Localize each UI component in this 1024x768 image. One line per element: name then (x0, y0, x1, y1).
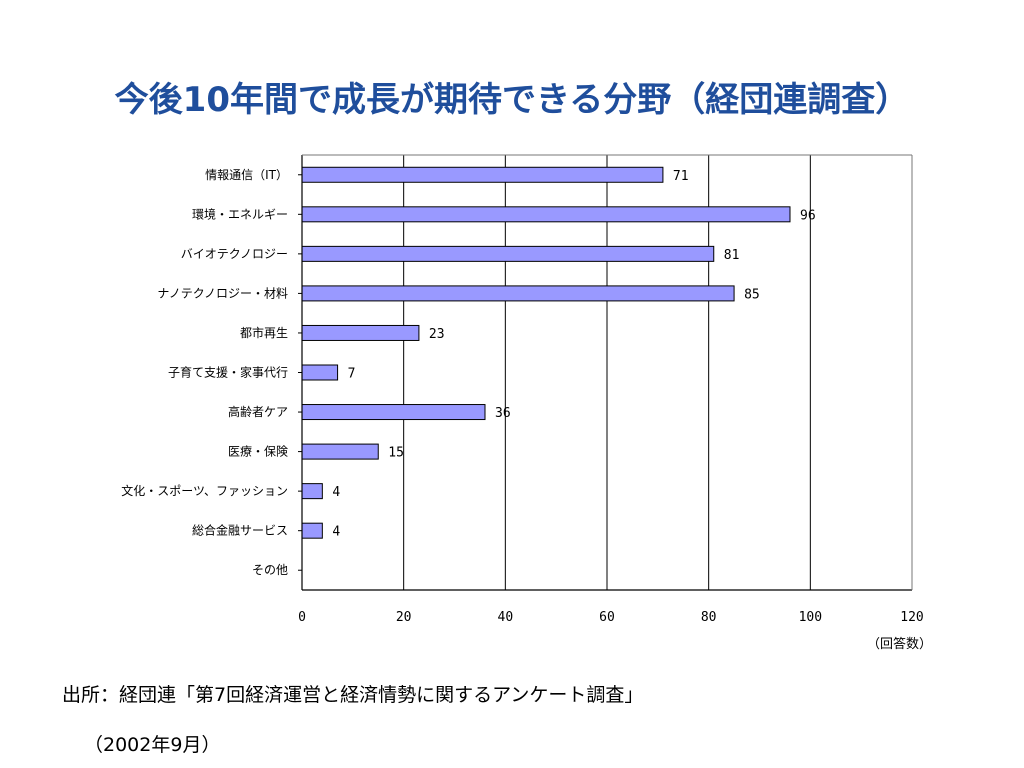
value-label: 4 (332, 485, 340, 500)
bar (301, 166, 664, 183)
x-tick-label: 0 (298, 610, 306, 625)
x-tick-label: 20 (396, 610, 412, 625)
bar (301, 443, 379, 460)
gridlines (403, 155, 811, 590)
category-label: その他 (252, 563, 288, 577)
x-axis-label: （回答数） (867, 636, 932, 652)
category-label: 総合金融サービス (192, 523, 288, 538)
x-tick-label: 120 (900, 610, 923, 625)
bars (301, 166, 791, 539)
bar-chart: 情報通信（IT） 71 環境・エネルギー 96 バイオテクノロジー 81 ナノテクノロジー・… (121, 154, 932, 652)
x-tick-label: 80 (701, 610, 717, 625)
survey-date: （2002年9月） (84, 734, 221, 756)
bar (301, 245, 715, 262)
category-label: バイオテクノロジー (181, 247, 288, 261)
category-label: 文化・スポーツ、ファッション (121, 483, 288, 498)
value-label: 85 (744, 287, 760, 302)
x-tick-label: 40 (498, 610, 514, 625)
value-label: 4 (332, 525, 340, 540)
bar (301, 324, 420, 341)
category-label: 情報通信（IT） (205, 168, 288, 182)
value-label: 71 (673, 169, 689, 184)
labels: 情報通信（IT） 71 環境・エネルギー 96 バイオテクノロジー 81 ナノテクノロジー・… (121, 168, 932, 652)
category-label: 都市再生 (240, 325, 288, 340)
category-label: 医療・保険 (228, 445, 288, 459)
category-label: 環境・エネルギー (192, 206, 288, 221)
bar (301, 522, 323, 539)
slide-title: 今後10年間で成長が期待できる分野（経団連調査） (114, 80, 910, 120)
category-label: 子育て支援・家事代行 (168, 365, 288, 380)
bar (301, 483, 323, 500)
bar (301, 206, 791, 223)
value-label: 36 (495, 406, 511, 421)
bar (301, 364, 339, 381)
value-label: 7 (348, 367, 356, 382)
value-label: 96 (800, 208, 816, 223)
x-tick-label: 100 (799, 610, 822, 625)
bar (301, 404, 486, 421)
value-label: 15 (388, 446, 404, 461)
source-note: 出所：経団連「第7回経済運営と経済情勢に関するアンケート調査」 (62, 684, 644, 706)
value-label: 23 (429, 327, 445, 342)
category-label: ナノテクノロジー・材料 (157, 286, 288, 300)
plot-frame (298, 154, 913, 591)
category-label: 高齢者ケア (228, 404, 288, 419)
bar (301, 285, 735, 302)
x-tick-label: 60 (599, 610, 615, 625)
value-label: 81 (724, 248, 740, 263)
